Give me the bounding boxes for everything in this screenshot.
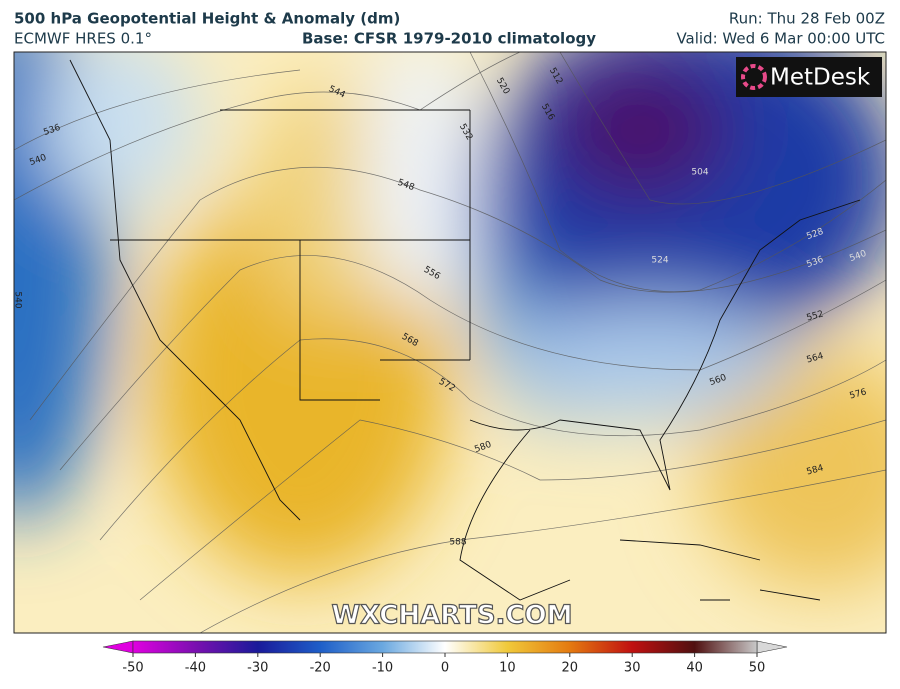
logo: MetDesk xyxy=(770,65,871,91)
contour-label: 552 xyxy=(806,309,825,323)
colorbar: -50 -40 -30 -20 -10 0 10 20 30 40 50 xyxy=(102,640,788,676)
colorbar-tick-label: 30 xyxy=(624,661,641,676)
colorbar-tick-label: 0 xyxy=(441,661,449,676)
colorbar-tick-label: -30 xyxy=(247,661,268,676)
colorbar-tick-label: 50 xyxy=(749,661,766,676)
watermark: WXCHARTS.COM xyxy=(331,601,572,631)
colorbar-tick-label: -10 xyxy=(372,661,393,676)
contour-label: 540 xyxy=(13,291,23,308)
colorbar-tick-label: 40 xyxy=(686,661,703,676)
colorbar-tick-label: 20 xyxy=(562,661,579,676)
model: ECMWF HRES 0.1° xyxy=(14,30,152,48)
logo-box xyxy=(736,57,882,97)
contour-label: 588 xyxy=(449,538,466,548)
base: Base: CFSR 1979-2010 climatology xyxy=(302,30,596,48)
map-frame xyxy=(13,51,887,634)
field xyxy=(14,52,886,633)
valid: Valid: Wed 6 Mar 00:00 UTC xyxy=(676,30,885,48)
contour-label: 564 xyxy=(806,351,825,365)
contour-label: 576 xyxy=(849,387,868,401)
colorbar-tick-label: 10 xyxy=(499,661,516,676)
colorbar-tick-label: -40 xyxy=(185,661,206,676)
colorbar-tick-label: -50 xyxy=(122,661,143,676)
title: 500 hPa Geopotential Height & Anomaly (d… xyxy=(14,10,400,28)
contour-label: 584 xyxy=(806,463,825,477)
logo-icon xyxy=(741,64,767,90)
run: Run: Thu 28 Feb 00Z xyxy=(729,10,885,28)
colorbar-tick-label: -20 xyxy=(310,661,331,676)
contour-label: 504 xyxy=(691,168,708,178)
contour-label: 524 xyxy=(651,256,668,266)
